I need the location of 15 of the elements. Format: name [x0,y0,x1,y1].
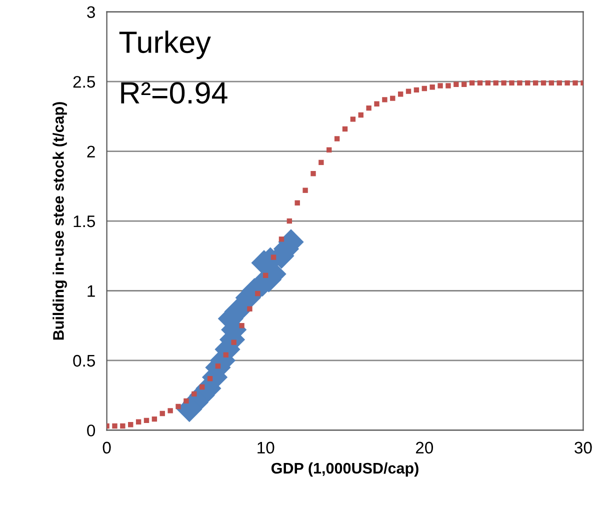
x-tick-label: 30 [574,442,592,454]
y-axis-title: Building in-use stee stock (t/cap) [52,102,67,340]
y-tick-label: 0 [87,424,96,436]
y-tick-label: 0.5 [73,354,95,367]
x-tick-label: 20 [416,442,434,454]
y-tick-label: 1.5 [74,216,95,228]
text: Turkey [119,30,211,60]
y-tick-label: 2 [87,146,95,158]
x-tick-label: 10 [258,442,274,454]
x-tick-label: 0 [102,442,111,454]
y-tick-label: 1 [88,285,95,297]
y-tick-label: 2.5 [73,76,95,88]
y-tick-label: 3 [87,6,95,18]
x-axis-title: GDP (1,000USD/cap) [271,462,418,477]
annotation: R²=0.94 [121,82,228,104]
